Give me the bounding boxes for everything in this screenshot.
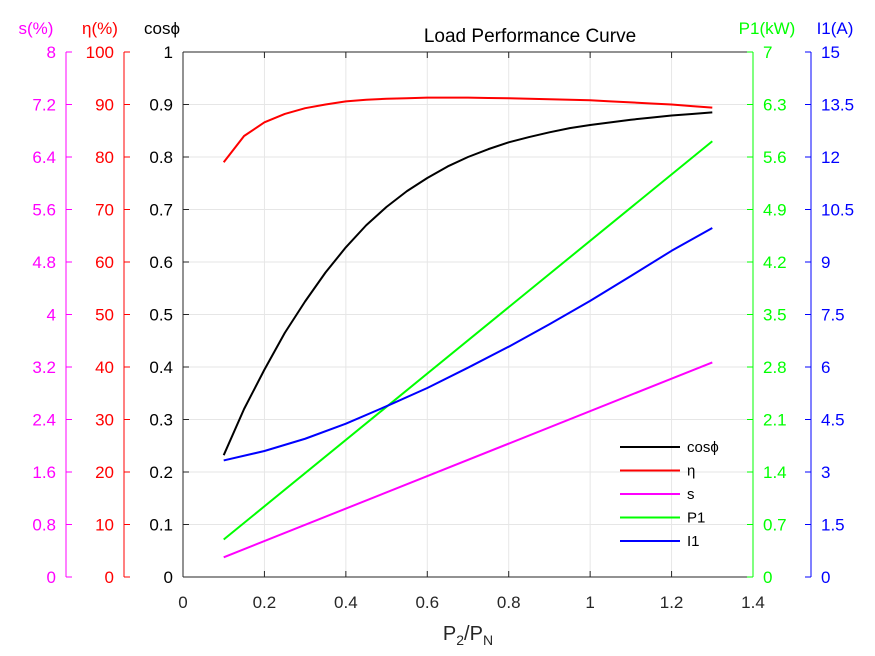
y-tick-label-s: 4.8 [32,253,56,272]
x-tick-label: 1.4 [741,593,765,612]
x-tick-label: 0 [178,593,187,612]
y-tick-label-i1: 9 [821,253,830,272]
y-axis-label-p1: P1(kW) [739,19,796,38]
y-tick-label-eta: 30 [95,411,114,430]
y-tick-label-s: 0.8 [32,516,56,535]
y-tick-label-cos: 0.1 [149,516,173,535]
y-tick-label-i1: 12 [821,148,840,167]
series-line-i1 [223,227,713,462]
y-tick-label-cos: 0.3 [149,411,173,430]
y-tick-label-cos: 0.6 [149,253,173,272]
legend-label-eta: η [687,463,695,480]
series-line-s [223,361,713,559]
y-tick-label-eta: 90 [95,96,114,115]
y-tick-label-cos: 0.5 [149,306,173,325]
y-axis-label-cos: cosϕ [144,19,180,38]
y-tick-label-s: 0 [47,568,56,587]
y-tick-label-p1: 3.5 [763,306,787,325]
y-tick-label-p1: 2.1 [763,411,787,430]
y-tick-label-i1: 0 [821,568,830,587]
y-tick-label-cos: 0.2 [149,463,173,482]
y-tick-label-cos: 0 [164,568,173,587]
y-tick-label-eta: 70 [95,201,114,220]
legend-label-p1: P1 [687,510,705,527]
x-tick-label: 0.2 [253,593,277,612]
legend-label-i1: I1 [687,533,700,550]
y-axis-label-i1: I1(A) [817,19,854,38]
legend-label-cos: cosϕ [687,439,719,456]
y-tick-label-p1: 5.6 [763,148,787,167]
y-tick-label-eta: 20 [95,463,114,482]
y-tick-label-s: 4 [47,306,56,325]
plot-series [222,96,713,559]
y-tick-label-i1: 10.5 [821,201,854,220]
y-tick-label-s: 1.6 [32,463,56,482]
y-tick-label-eta: 0 [105,568,114,587]
y-tick-label-s: 3.2 [32,358,56,377]
y-tick-label-cos: 0.7 [149,201,173,220]
y-tick-label-eta: 100 [86,43,114,62]
y-tick-label-i1: 1.5 [821,516,845,535]
x-tick-label: 0.6 [415,593,439,612]
y-axis-label-eta: η(%) [82,19,118,38]
x-tick-label: 1.2 [660,593,684,612]
y-tick-label-cos: 0.4 [149,358,173,377]
series-line-cos [222,111,713,456]
y-tick-label-p1: 2.8 [763,358,787,377]
x-tick-label: 0.8 [497,593,521,612]
y-tick-label-s: 8 [47,43,56,62]
series-line-eta [222,96,713,163]
y-tick-label-cos: 1 [164,43,173,62]
y-tick-label-s: 7.2 [32,96,56,115]
y-tick-label-eta: 60 [95,253,114,272]
y-tick-label-i1: 3 [821,463,830,482]
y-tick-label-i1: 7.5 [821,306,845,325]
y-tick-label-eta: 80 [95,148,114,167]
y-tick-label-cos: 0.9 [149,96,173,115]
x-tick-label: 0.4 [334,593,358,612]
legend-label-s: s [687,486,695,503]
y-tick-label-p1: 0.7 [763,516,787,535]
y-tick-label-cos: 0.8 [149,148,173,167]
axes: 0 0.2 0.4 0.6 0.8 1 1.2 1.4 0 0.8 1.6 2.4 3.2 4 4.8 5.6… [19,19,855,612]
y-tick-label-i1: 4.5 [821,411,845,430]
y-tick-label-eta: 50 [95,306,114,325]
y-tick-label-i1: 15 [821,43,840,62]
x-tick-label: 1 [585,593,594,612]
y-tick-label-i1: 13.5 [821,96,854,115]
y-tick-label-eta: 10 [95,516,114,535]
y-axis-label-s: s(%) [19,19,54,38]
y-tick-label-eta: 40 [95,358,114,377]
y-tick-label-p1: 1.4 [763,463,787,482]
series-line-p1 [223,140,713,541]
y-tick-label-i1: 6 [821,358,830,377]
y-tick-label-p1: 6.3 [763,96,787,115]
legend: cosϕ ηs P1 I1 [620,439,719,550]
y-tick-label-s: 2.4 [32,411,56,430]
y-tick-label-p1: 4.9 [763,201,787,220]
y-tick-label-s: 5.6 [32,201,56,220]
y-tick-label-p1: 4.2 [763,253,787,272]
y-tick-label-p1: 0 [763,568,772,587]
x-axis-label: P2/PN [443,623,493,648]
chart-title: Load Performance Curve [424,26,636,47]
y-tick-label-p1: 7 [763,43,772,62]
y-tick-label-s: 6.4 [32,148,56,167]
